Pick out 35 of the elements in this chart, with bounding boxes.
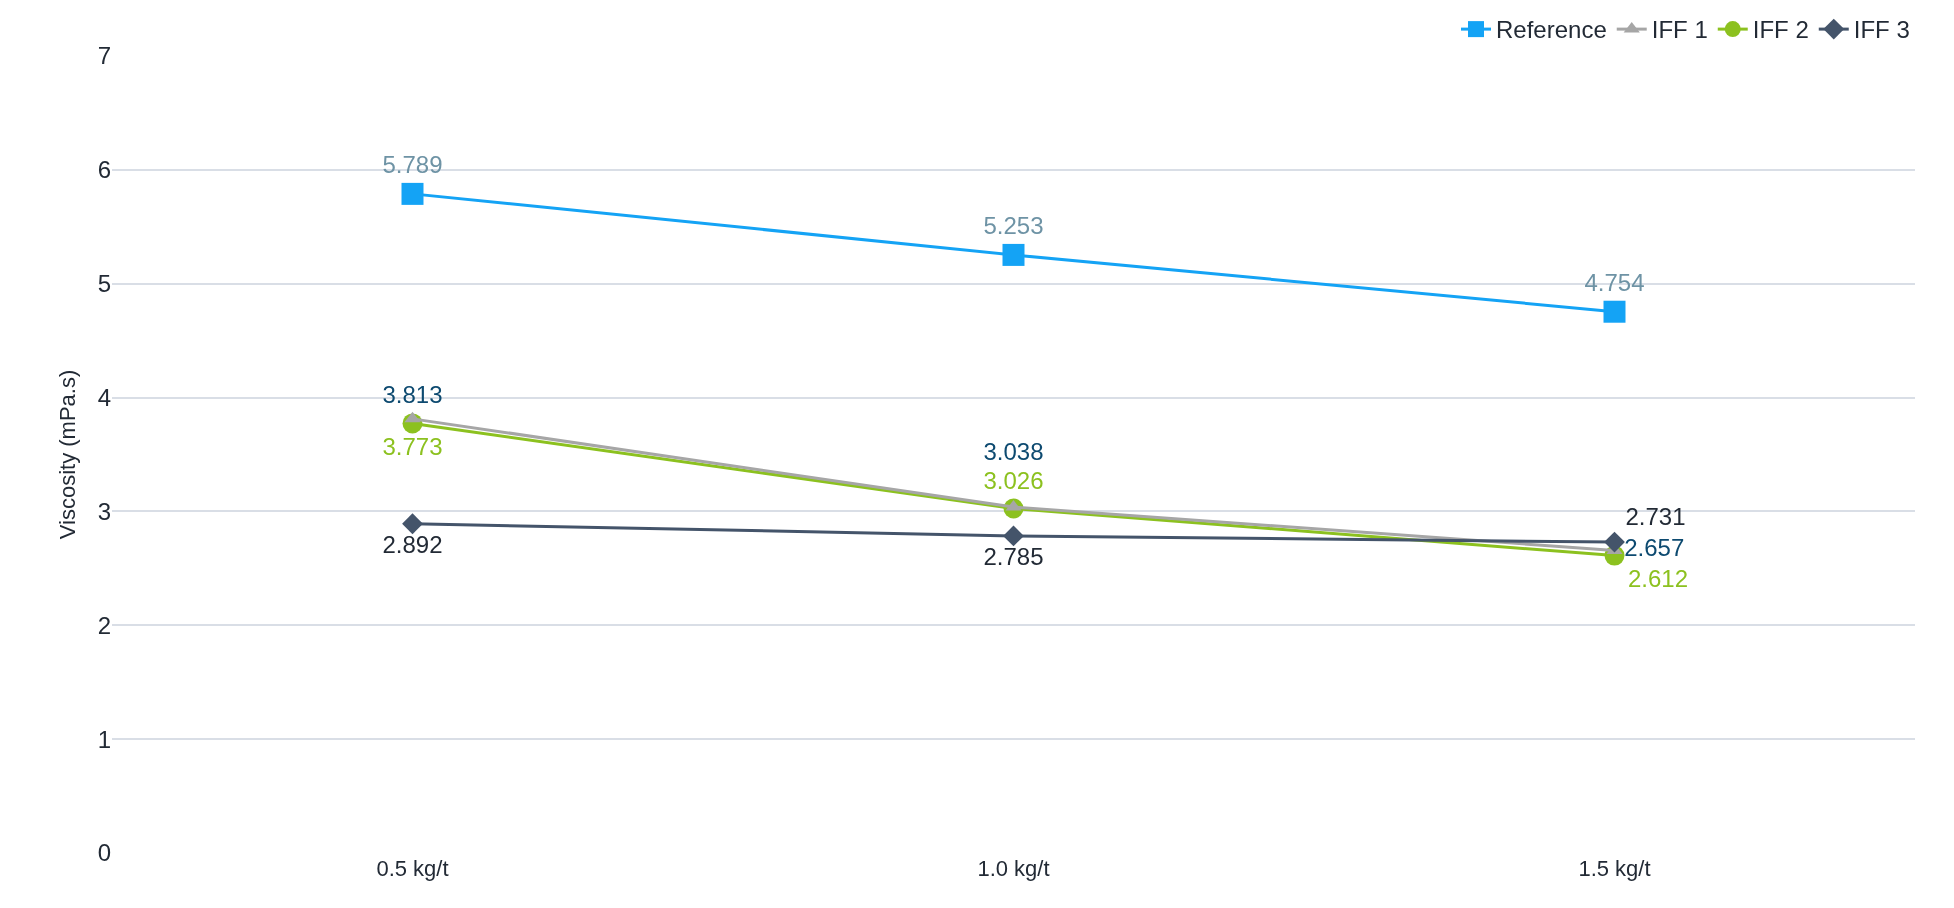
data-label: 3.813 (382, 381, 443, 409)
y-tick-label: 7 (97, 42, 111, 70)
x-tick-label: 1.0 kg/t (977, 856, 1050, 881)
y-tick-label: 0 (97, 839, 111, 867)
data-label: 2.612 (1628, 565, 1689, 593)
point (404, 411, 421, 423)
data-label: 5.789 (382, 151, 443, 179)
data-label: 2.892 (382, 530, 443, 558)
y-tick-label: 3 (97, 497, 111, 525)
point (1604, 531, 1625, 553)
x-tick-label: 0.5 kg/t (376, 856, 449, 881)
y-tick-label: 4 (97, 383, 111, 411)
point (401, 182, 424, 205)
point (1003, 525, 1024, 547)
y-tick-label: 2 (97, 611, 111, 639)
legend-label: IFF 3 (1853, 16, 1910, 44)
data-label: 2.731 (1625, 503, 1686, 531)
y-axis-title: Viscosity (mPa.s) (55, 369, 81, 540)
y-tick-label: 6 (97, 156, 111, 184)
legend-label: IFF 1 (1651, 16, 1708, 44)
data-label: 4.754 (1584, 268, 1645, 296)
data-label: 3.038 (983, 438, 1044, 466)
data-label: 3.026 (983, 466, 1044, 494)
legend-label: IFF 2 (1752, 16, 1809, 44)
y-tick-label: 1 (97, 725, 111, 753)
point (1002, 243, 1025, 266)
point (402, 513, 423, 535)
data-label: 2.785 (983, 542, 1044, 570)
y-tick-label: 5 (97, 270, 111, 298)
point (1603, 300, 1626, 323)
data-label: 2.657 (1624, 534, 1685, 562)
data-label: 5.253 (983, 212, 1044, 240)
data-label: 3.773 (382, 432, 443, 460)
x-tick-label: 1.5 kg/t (1578, 856, 1651, 881)
legend-label: Reference (1496, 16, 1607, 44)
